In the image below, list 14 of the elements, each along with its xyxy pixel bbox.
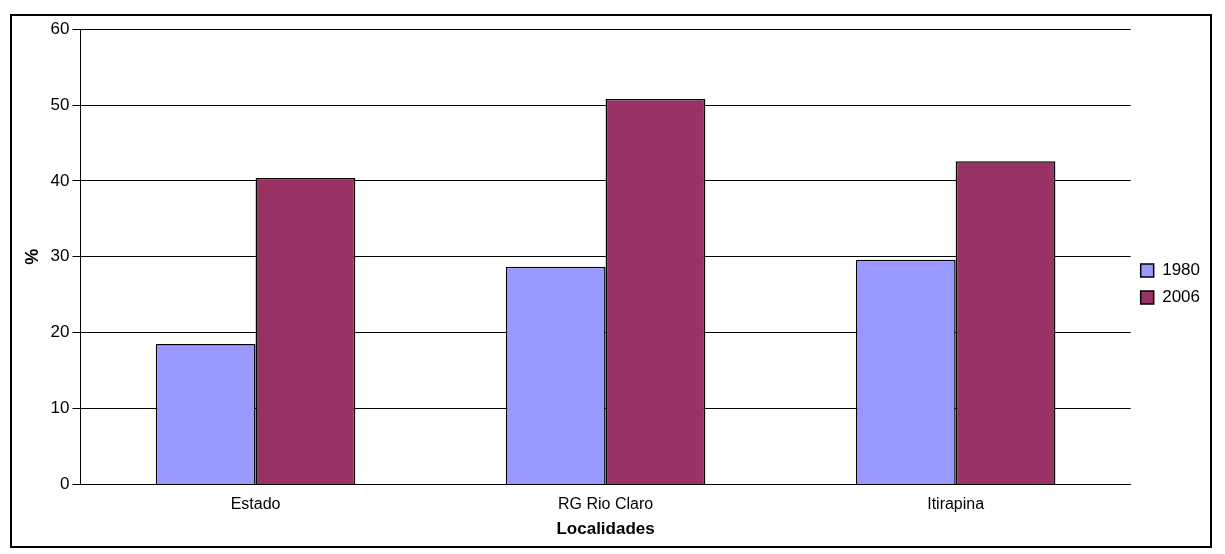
- x-tick-label: RG Rio Claro: [558, 495, 654, 513]
- y-tick-label: 40: [50, 170, 70, 190]
- y-axis-title: %: [21, 248, 42, 265]
- y-tick-label: 10: [50, 398, 70, 418]
- legend-label: 2006: [1162, 287, 1201, 307]
- y-tick-label: 50: [50, 94, 70, 114]
- y-tick-label: 60: [50, 18, 70, 38]
- y-tick-label: 30: [50, 246, 70, 266]
- y-tick-label: 0: [60, 474, 70, 494]
- x-axis-title: Localidades: [556, 519, 655, 539]
- y-tick-label: 20: [50, 322, 70, 342]
- x-tick-label: Itirapina: [927, 495, 985, 513]
- legend-label: 1980: [1162, 260, 1201, 280]
- x-tick-label: Estado: [230, 495, 281, 513]
